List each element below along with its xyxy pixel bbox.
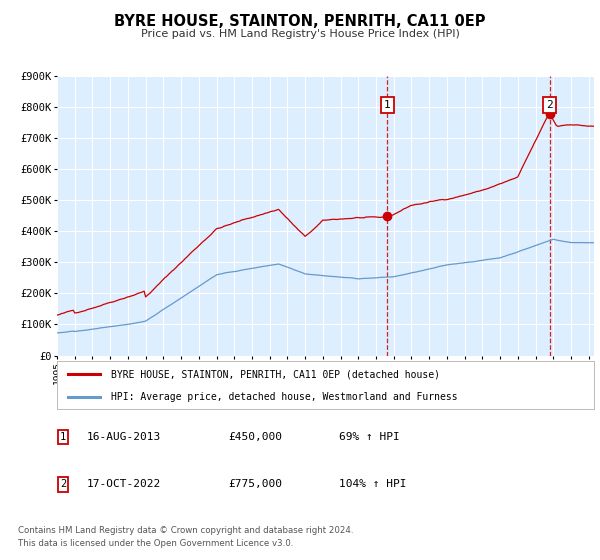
Text: Price paid vs. HM Land Registry's House Price Index (HPI): Price paid vs. HM Land Registry's House …	[140, 29, 460, 39]
Text: HPI: Average price, detached house, Westmorland and Furness: HPI: Average price, detached house, West…	[111, 392, 457, 402]
Text: BYRE HOUSE, STAINTON, PENRITH, CA11 0EP (detached house): BYRE HOUSE, STAINTON, PENRITH, CA11 0EP …	[111, 369, 440, 379]
Text: 2: 2	[546, 100, 553, 110]
Text: 104% ↑ HPI: 104% ↑ HPI	[339, 479, 407, 489]
Text: £775,000: £775,000	[228, 479, 282, 489]
Text: 1: 1	[384, 100, 391, 110]
Text: 69% ↑ HPI: 69% ↑ HPI	[339, 432, 400, 442]
Text: BYRE HOUSE, STAINTON, PENRITH, CA11 0EP: BYRE HOUSE, STAINTON, PENRITH, CA11 0EP	[114, 14, 486, 29]
Text: 2: 2	[60, 479, 66, 489]
Text: This data is licensed under the Open Government Licence v3.0.: This data is licensed under the Open Gov…	[18, 539, 293, 548]
Text: 1: 1	[60, 432, 66, 442]
Text: £450,000: £450,000	[228, 432, 282, 442]
Text: Contains HM Land Registry data © Crown copyright and database right 2024.: Contains HM Land Registry data © Crown c…	[18, 526, 353, 535]
Text: 16-AUG-2013: 16-AUG-2013	[87, 432, 161, 442]
Text: 17-OCT-2022: 17-OCT-2022	[87, 479, 161, 489]
